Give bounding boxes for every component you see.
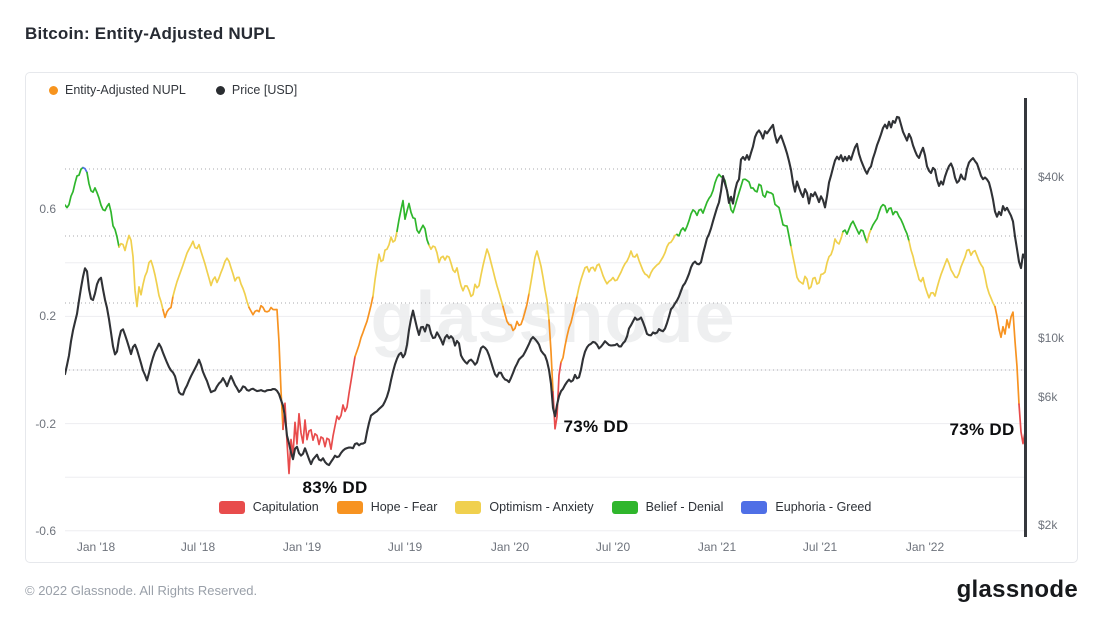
drawdown-annotation: 83% DD — [302, 478, 368, 497]
nupl-zone-boundary-lines — [65, 168, 1025, 371]
glassnode-logo: glassnode — [956, 576, 1078, 603]
series-legend-item-price[interactable]: Price [USD] — [215, 83, 298, 97]
zone-legend-item: Optimism - Anxiety — [455, 500, 594, 514]
zone-legend-item: Belief - Denial — [611, 500, 724, 514]
x-axis-label: Jan '20 — [490, 540, 530, 554]
nupl-series-line — [65, 166, 1026, 475]
zone-legend-item: Hope - Fear — [336, 500, 438, 514]
zone-legend: Capitulation Hope - Fear Optimism - Anxiet… — [65, 500, 1025, 514]
drawdown-annotation: 73% DD — [949, 420, 1015, 439]
legend-dot-icon — [215, 85, 225, 95]
nupl-axis-label: 0.2 — [39, 309, 56, 324]
nupl-axis-label: 0.6 — [39, 202, 56, 217]
glassnode-watermark: glassnode — [370, 278, 736, 358]
zone-legend-label: Optimism - Anxiety — [489, 500, 594, 514]
legend-dot-icon — [49, 85, 58, 95]
x-axis-label: Jan '21 — [697, 540, 737, 554]
x-axis-label: Jul '18 — [180, 540, 216, 554]
nupl-axis-label: -0.2 — [35, 416, 56, 431]
zone-swatch-icon — [611, 500, 638, 514]
x-axis-label: Jul '21 — [802, 540, 838, 554]
x-axis-label: Jan '18 — [76, 540, 116, 554]
chart-card — [25, 72, 1078, 563]
nupl-axis-label: -0.6 — [35, 523, 56, 538]
series-legend-label: Entity-Adjusted NUPL — [65, 83, 186, 97]
drawdown-annotation: 73% DD — [563, 417, 629, 436]
zone-legend-label: Hope - Fear — [370, 500, 438, 514]
zone-legend-label: Belief - Denial — [645, 500, 724, 514]
series-legend-label: Price [USD] — [231, 83, 298, 97]
series-legend: Entity-Adjusted NUPL Price [USD] — [49, 83, 297, 97]
x-axis-label: Jul '19 — [387, 540, 423, 554]
zone-legend-item: Euphoria - Greed — [741, 500, 871, 514]
x-axis-label: Jul '20 — [595, 540, 631, 554]
zone-swatch-icon — [218, 500, 245, 514]
x-axis-label: Jan '22 — [905, 540, 945, 554]
price-axis-label: $40k — [1038, 170, 1065, 184]
zone-swatch-icon — [741, 500, 768, 514]
footer-copyright: © 2022 Glassnode. All Rights Reserved. — [25, 583, 258, 598]
series-legend-item-nupl[interactable]: Entity-Adjusted NUPL — [49, 83, 186, 97]
price-axis-label: $2k — [1038, 518, 1058, 533]
zone-legend-item: Capitulation — [218, 500, 319, 514]
price-axis-label: $10k — [1038, 331, 1065, 346]
zone-legend-label: Capitulation — [252, 500, 319, 514]
page-title: Bitcoin: Entity-Adjusted NUPL — [25, 24, 276, 43]
x-axis-label: Jan '19 — [282, 540, 322, 554]
zone-swatch-icon — [336, 500, 363, 514]
zone-legend-label: Euphoria - Greed — [775, 500, 872, 514]
zone-swatch-icon — [455, 500, 482, 514]
price-series-line — [65, 115, 1027, 467]
price-axis-label: $6k — [1038, 390, 1058, 405]
